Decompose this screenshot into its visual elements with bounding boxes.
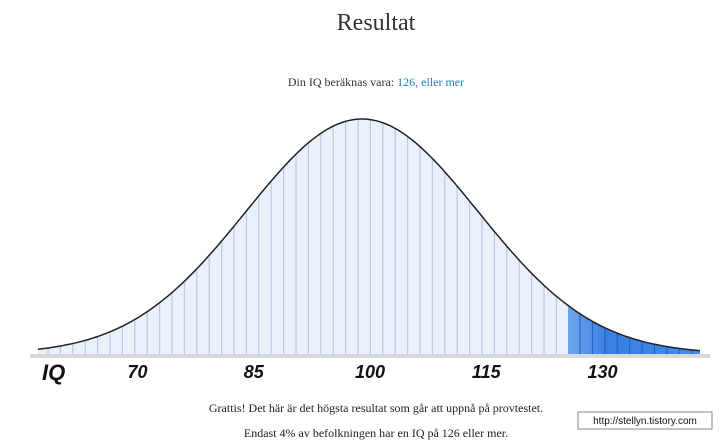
baseline-shadow: [30, 354, 710, 358]
result-label: Din IQ beräknas vara:: [288, 75, 394, 89]
tick-label: 100: [355, 362, 385, 382]
result-line: Din IQ beräknas vara: 126, eller mer: [288, 75, 464, 89]
tick-label: 115: [472, 362, 502, 382]
tick-label: 130: [587, 362, 617, 382]
tick-label: 70: [127, 362, 147, 382]
curve-area: [38, 119, 700, 354]
scale-label: IQ: [42, 360, 65, 385]
watermark: http://stellyn.tistory.com: [593, 416, 697, 427]
tick-label: 85: [244, 362, 265, 382]
message: Grattis! Det här är det högsta resultat …: [209, 401, 543, 415]
curve-line: [37, 118, 701, 352]
scale-ticks: 70 85 100 115 130: [127, 362, 617, 382]
highlight-area: [568, 119, 700, 354]
result-value[interactable]: 126, eller mer: [397, 75, 464, 89]
watermark-box: [577, 411, 713, 430]
page-title: Resultat: [337, 10, 416, 36]
bell-curve: [30, 118, 710, 358]
message: Endast 4% av befolkningen har en IQ på 1…: [244, 426, 508, 440]
